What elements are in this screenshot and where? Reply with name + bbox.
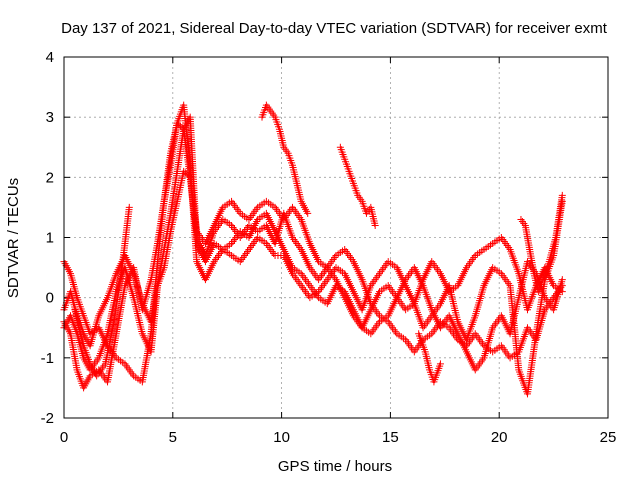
x-axis-label: GPS time / hours: [278, 458, 392, 475]
data-point: [180, 167, 188, 175]
grid-lines: [64, 57, 608, 418]
x-tick-label: 10: [273, 429, 290, 446]
y-tick-label: 4: [46, 49, 54, 66]
y-tick-label: 3: [46, 109, 54, 126]
y-axis-label: SDTVAR / TECUs: [5, 178, 22, 298]
y-tick-label: 1: [46, 230, 54, 247]
y-tick-label: -1: [41, 350, 54, 367]
data-point: [371, 221, 379, 229]
data-point: [304, 209, 312, 217]
data-points: [60, 101, 566, 398]
x-tick-label: 15: [382, 429, 399, 446]
series-track-g: [336, 143, 379, 229]
data-point: [185, 172, 193, 180]
data-point: [181, 169, 189, 177]
chart-title: Day 137 of 2021, Sidereal Day-to-day VTE…: [61, 20, 608, 37]
data-point: [558, 191, 566, 199]
tick-labels: 0 5 10 15 20 25 -2 -1 0 1 2 3 4: [41, 49, 617, 446]
y-tick-label: 2: [46, 169, 54, 186]
series-track-e: [71, 203, 133, 380]
series-track-f: [258, 101, 312, 217]
y-tick-label: 0: [46, 290, 54, 307]
x-tick-label: 0: [60, 429, 68, 446]
data-point: [176, 122, 184, 130]
x-tick-label: 20: [491, 429, 508, 446]
data-point: [183, 170, 191, 178]
data-point: [558, 276, 566, 284]
data-point: [436, 360, 444, 368]
series-track-i: [517, 191, 566, 296]
y-tick-label: -2: [41, 410, 54, 427]
plot-frame: [63, 56, 609, 419]
x-tick-label: 25: [600, 429, 617, 446]
data-point: [125, 203, 133, 211]
series-track-h: [415, 330, 444, 386]
series-track-d: [60, 113, 566, 374]
x-tick-label: 5: [169, 429, 177, 446]
